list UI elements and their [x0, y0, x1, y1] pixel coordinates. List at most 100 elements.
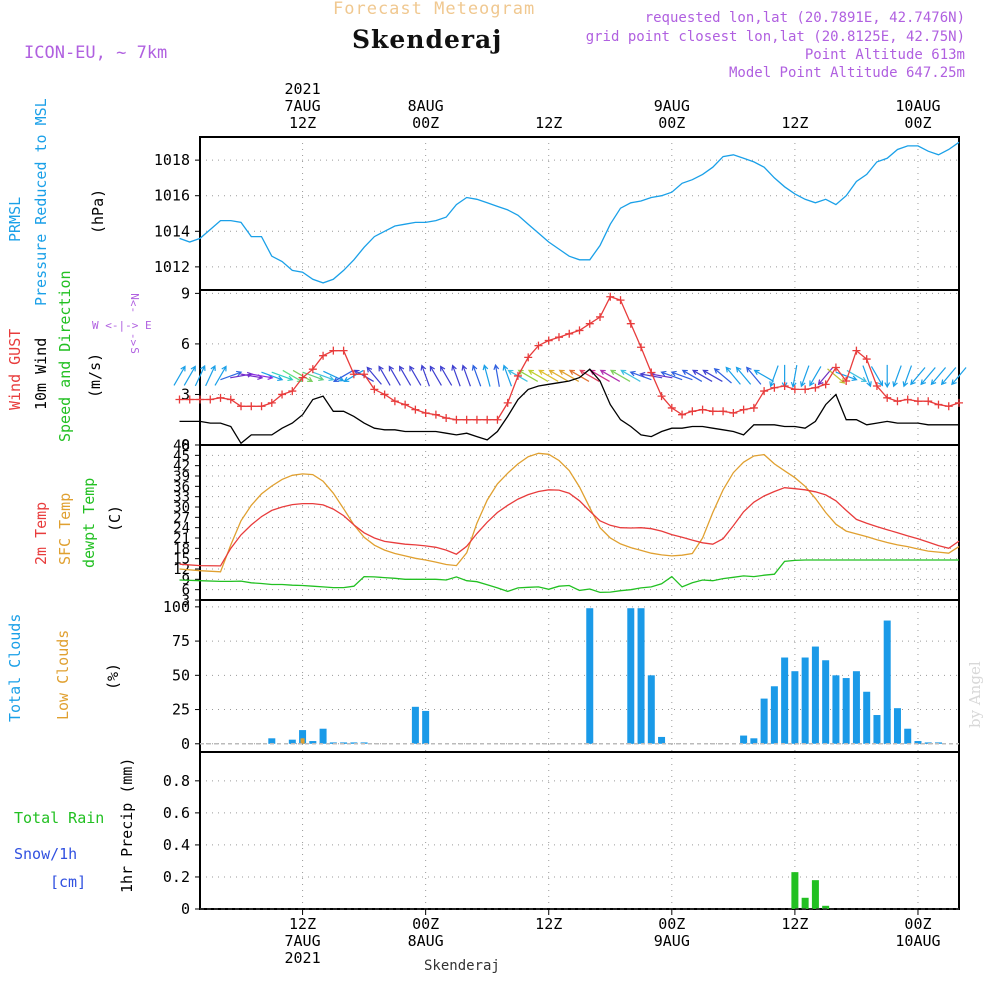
wind-arrow	[691, 369, 713, 382]
y-tick-label: 48	[173, 438, 190, 454]
y-tick-label: 30	[173, 500, 190, 516]
gust-point	[780, 382, 789, 391]
panel-frame	[199, 444, 960, 601]
cloud-bar	[658, 736, 666, 744]
gust-point	[596, 312, 605, 321]
wind-arrow	[482, 364, 491, 387]
wind-arrow	[620, 369, 641, 382]
compass-n: N	[127, 293, 141, 300]
wind-arrow	[548, 369, 569, 382]
wind-arrow	[769, 365, 779, 388]
low-clouds-label: Low Clouds	[54, 629, 72, 720]
wind-arrow	[817, 367, 834, 386]
cloud-bar	[863, 691, 871, 744]
cloud-bar	[309, 741, 317, 744]
total-clouds-label: Total Clouds	[6, 613, 24, 722]
time-label-bottom: 00Z	[904, 915, 931, 933]
cloud-bars	[200, 608, 959, 745]
gust-point	[903, 395, 912, 404]
series-wind-gust	[179, 295, 960, 421]
temp2m-label: 2m Temp	[32, 501, 50, 565]
wind-arrow	[809, 366, 822, 387]
cloud-bar	[627, 608, 635, 744]
gust-point	[585, 319, 594, 328]
gust-point	[831, 363, 840, 372]
pressure-reduced-label: Pressure Reduced to MSL	[32, 98, 50, 306]
gust-point	[544, 336, 553, 345]
gust-point	[698, 405, 707, 414]
gust-point	[678, 410, 687, 419]
wind-arrow	[451, 364, 461, 387]
cloud-bar	[822, 660, 830, 744]
cloud-bar	[647, 675, 655, 744]
y-tick-label: 0.8	[163, 772, 190, 790]
wind-arrow	[702, 369, 723, 382]
gust-point	[472, 415, 481, 424]
y-tick-label: 0.2	[163, 868, 190, 886]
cloud-bar	[801, 657, 809, 744]
cloud-bar	[914, 741, 922, 744]
wind-arrow	[827, 368, 846, 384]
gust-point	[934, 400, 943, 409]
y-tick-label: 15	[173, 552, 190, 568]
cloud-bar	[422, 710, 430, 744]
celsius-unit-label: (C)	[106, 504, 124, 532]
compass-stem-bottom: ->	[127, 332, 141, 347]
y-tick-label: 6	[181, 335, 190, 353]
gust-point	[872, 382, 881, 391]
cloud-bar	[637, 608, 645, 744]
wind-arrow	[920, 367, 936, 386]
gust-point	[801, 385, 810, 394]
cloud-bar	[411, 706, 419, 744]
gust-point	[575, 326, 584, 335]
cloud-bar	[750, 738, 758, 744]
cloud-bar	[319, 728, 327, 744]
precip-bars	[200, 872, 959, 910]
gust-point	[175, 395, 184, 404]
chart-title: Forecast Meteogram	[333, 0, 536, 19]
cloud-bar	[586, 608, 594, 744]
wind-arrow	[713, 368, 732, 384]
gust-point	[821, 380, 830, 389]
gust-point	[770, 383, 779, 392]
panel-frame	[199, 751, 960, 910]
gust-point	[667, 403, 676, 412]
point-altitude: Point Altitude 613m	[804, 47, 965, 63]
gust-point	[893, 397, 902, 406]
y-tick-label: 0.6	[163, 804, 190, 822]
gust-point	[493, 415, 502, 424]
grid-point-coordinates: grid point closest lon,lat (20.8125E, 42…	[585, 29, 965, 45]
cloud-bar	[883, 620, 891, 744]
wind-arrow	[440, 365, 453, 386]
gust-point	[913, 397, 922, 406]
gust-point	[842, 376, 851, 385]
panel-0: 1012 1014 1016 1018	[154, 136, 960, 291]
compass-we: W <-|-> E	[92, 319, 152, 332]
gust-point	[862, 355, 871, 364]
gust-point	[626, 319, 635, 328]
gust-point	[278, 390, 287, 399]
wind-arrow	[282, 369, 303, 383]
cloud-bar	[288, 739, 296, 744]
y-tick-label: 50	[172, 666, 190, 684]
time-label-bottom: 10AUG	[895, 932, 940, 950]
wind-arrow	[629, 370, 652, 381]
wind-arrow	[471, 364, 482, 387]
time-label-bottom: 12Z	[781, 915, 808, 933]
y-tick-label: 3	[182, 593, 190, 609]
time-label-top: 10AUG	[895, 97, 940, 115]
wind-arrow	[558, 369, 580, 382]
gust-point	[944, 402, 953, 411]
gust-point	[462, 415, 471, 424]
low-cloud-bar	[300, 738, 305, 744]
gust-point	[319, 351, 328, 360]
time-label-top: 00Z	[658, 114, 685, 132]
gust-point	[360, 370, 369, 379]
wind-arrow	[660, 370, 683, 381]
wind-arrow	[429, 365, 442, 386]
gust-point	[411, 405, 420, 414]
cloud-bar	[760, 698, 768, 744]
y-tick-label: 12	[173, 562, 190, 578]
gust-point	[657, 392, 666, 401]
